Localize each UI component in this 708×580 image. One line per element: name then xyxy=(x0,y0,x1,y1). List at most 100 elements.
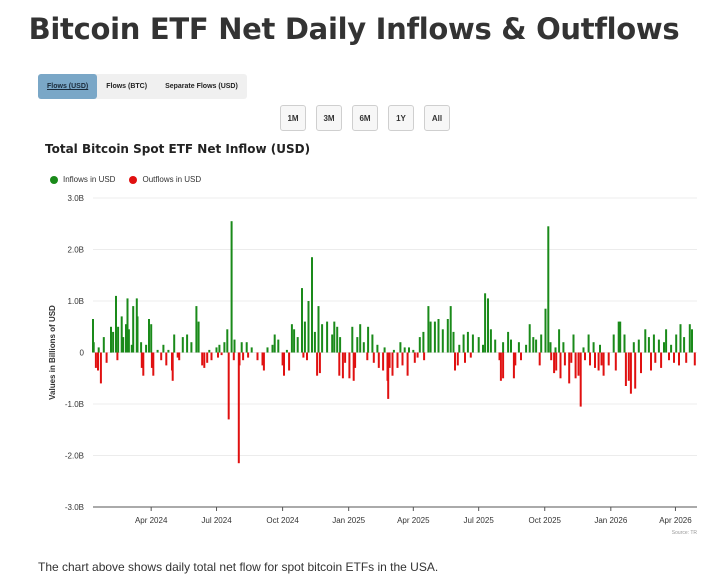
inflow-bar xyxy=(535,339,538,353)
tab-flows-usd[interactable]: Flows (USD) xyxy=(38,74,98,99)
x-tick-label: Jul 2024 xyxy=(201,516,232,525)
outflow-bar xyxy=(105,352,108,363)
inflow-bar xyxy=(412,349,415,353)
range-3m-button[interactable]: 3M xyxy=(316,105,342,131)
outflow-bar xyxy=(220,352,223,356)
inflow-bar xyxy=(403,347,406,353)
inflow-bar xyxy=(110,326,112,353)
inflow-bar xyxy=(307,301,310,353)
source-credit: Source: TR xyxy=(672,530,698,536)
inflow-bar xyxy=(484,293,487,353)
inflow-bar xyxy=(644,329,647,353)
outflow-bar xyxy=(559,352,562,379)
inflows-dot-icon xyxy=(50,175,58,184)
outflow-bar xyxy=(318,352,321,374)
inflow-bar xyxy=(652,334,655,353)
inflow-bar xyxy=(637,339,640,353)
outflow-bar xyxy=(178,352,181,361)
outflow-bar xyxy=(577,352,580,376)
flow-type-tabs: Flows (USD) Flows (BTC) Separate Flows (… xyxy=(38,74,247,99)
outflow-bar xyxy=(502,352,505,379)
inflow-bar xyxy=(562,342,565,353)
inflow-bar xyxy=(331,334,334,353)
inflow-bar xyxy=(670,344,673,353)
inflow-bar xyxy=(617,321,620,353)
outflow-bar xyxy=(568,352,571,384)
outflow-bar xyxy=(316,352,319,376)
outflow-bar xyxy=(673,352,675,363)
y-tick-label: 1.0B xyxy=(68,297,84,306)
inflow-bar xyxy=(466,331,469,353)
outflows-dot-icon xyxy=(129,175,138,184)
outflow-bar xyxy=(514,352,517,366)
inflow-bar xyxy=(477,337,480,353)
inflow-bar xyxy=(408,347,410,353)
outflow-bar xyxy=(288,352,291,371)
inflow-bar xyxy=(122,337,125,353)
outflow-bar xyxy=(237,352,240,464)
x-tick-label: Jan 2025 xyxy=(332,516,365,525)
outflow-bar xyxy=(538,352,541,366)
outflow-bar xyxy=(563,352,566,366)
inflow-bar xyxy=(240,342,243,353)
inflow-bar xyxy=(218,344,221,353)
legend-label-outflows: Outflows in USD xyxy=(142,175,202,184)
legend-item-inflows[interactable]: Inflows in USD xyxy=(50,175,115,184)
inflow-bar xyxy=(290,324,293,353)
range-1m-button[interactable]: 1M xyxy=(280,105,306,131)
inflow-bar xyxy=(525,344,528,353)
inflow-bar xyxy=(132,306,135,353)
inflow-bar xyxy=(356,337,359,353)
inflow-bar xyxy=(145,344,148,353)
outflow-bar xyxy=(176,352,179,358)
tab-flows-btc[interactable]: Flows (BTC) xyxy=(106,83,148,90)
inflow-bar xyxy=(321,324,324,353)
outflow-bar xyxy=(627,352,630,381)
outflow-bar xyxy=(570,352,573,363)
outflow-bar xyxy=(387,352,390,399)
tab-separate-flows-usd[interactable]: Separate Flows (USD) xyxy=(165,83,238,90)
inflow-bar xyxy=(97,347,100,353)
inflow-bar xyxy=(351,326,354,353)
range-6m-button[interactable]: 6M xyxy=(352,105,378,131)
inflow-bar xyxy=(311,257,313,353)
inflow-bar xyxy=(517,342,520,353)
outflow-bar xyxy=(498,352,501,361)
outflow-bar xyxy=(232,352,235,361)
inflow-bar xyxy=(612,334,615,353)
outflow-bar xyxy=(520,352,522,361)
range-all-button[interactable]: All xyxy=(424,105,450,131)
inflow-bar xyxy=(208,349,211,353)
outflow-bar xyxy=(423,352,426,361)
inflow-bar xyxy=(339,337,342,353)
chart-description: The chart above shows daily total net fl… xyxy=(38,560,439,574)
outflow-bar xyxy=(206,352,209,363)
outflow-bar xyxy=(454,352,456,371)
outflow-bar xyxy=(116,352,119,361)
inflow-bar xyxy=(359,324,362,353)
inflow-bar xyxy=(510,339,512,353)
outflow-bar xyxy=(584,352,586,361)
outflow-bar xyxy=(302,352,305,358)
outflow-bar xyxy=(352,352,355,381)
chart-legend: Inflows in USD Outflows in USD xyxy=(50,175,201,184)
inflow-bar xyxy=(540,334,543,353)
range-1y-button[interactable]: 1Y xyxy=(388,105,414,131)
inflow-bar xyxy=(362,342,365,353)
outflow-bar xyxy=(456,352,459,366)
inflow-bar xyxy=(392,349,395,353)
inflow-bar xyxy=(528,324,531,353)
outflow-bar xyxy=(281,352,284,366)
legend-item-outflows[interactable]: Outflows in USD xyxy=(129,175,201,184)
outflow-bar xyxy=(512,352,515,379)
y-axis-title: Values in Billions of USD xyxy=(48,305,57,400)
inflow-bar xyxy=(277,339,280,353)
outflow-bar xyxy=(660,352,663,368)
outflow-bar xyxy=(382,352,385,371)
inflow-bar xyxy=(376,344,379,353)
y-tick-label: 2.0B xyxy=(68,246,84,255)
x-tick-label: Apr 2026 xyxy=(659,516,692,525)
inflow-bar xyxy=(371,334,374,353)
outflow-bar xyxy=(201,352,204,366)
outflow-bar xyxy=(654,352,657,363)
